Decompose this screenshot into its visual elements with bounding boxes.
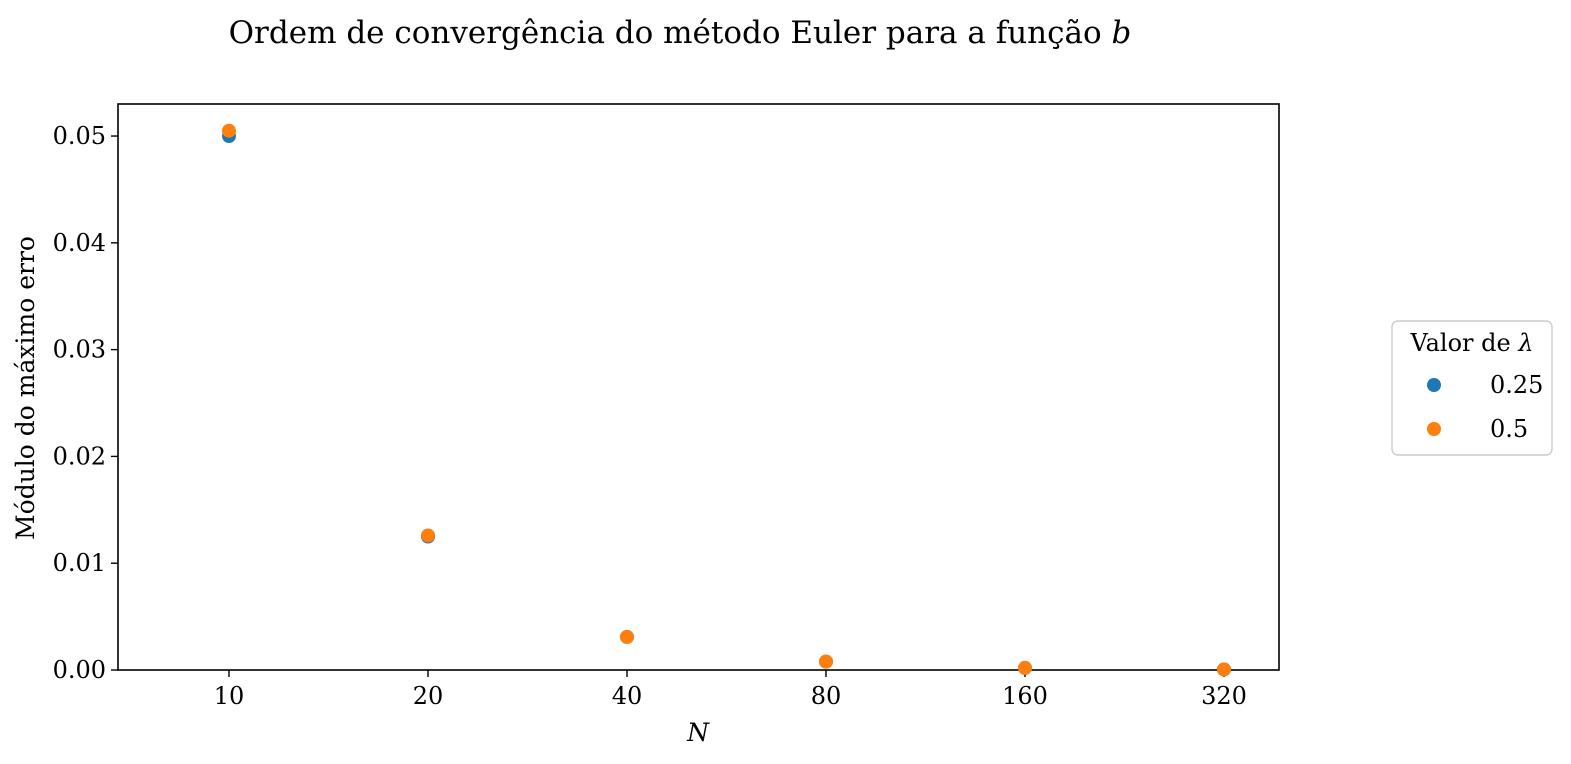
y-tick-label-0-00: 0.00 xyxy=(53,656,106,684)
x-tick-label-20: 20 xyxy=(413,682,444,710)
legend-title-main: Valor de xyxy=(1409,329,1510,357)
legend-title-symbol: λ xyxy=(1517,329,1533,357)
legend: Valor de λ 0.25 0.5 xyxy=(1391,320,1553,456)
chart-title: Ordem de convergência do método Euler pa… xyxy=(229,15,1132,51)
point-0-5-n160 xyxy=(1018,660,1032,675)
x-axis-ticks: 10 20 40 80 160 320 xyxy=(214,670,1247,710)
chart-title-main: Ordem de convergência do método Euler pa… xyxy=(229,15,1102,51)
chart-title-variable: b xyxy=(1112,15,1132,51)
point-0-5-n10 xyxy=(222,123,236,138)
point-0-5-n20 xyxy=(421,528,435,543)
point-0-5-n40 xyxy=(620,629,634,644)
y-tick-label-0-02: 0.02 xyxy=(53,442,106,470)
y-tick-label-0-01: 0.01 xyxy=(53,549,106,577)
legend-label-0.5: 0.5 xyxy=(1490,415,1528,443)
x-tick-label-40: 40 xyxy=(612,682,643,710)
legend-box xyxy=(1391,320,1553,456)
y-axis-ticks: 0.00 0.01 0.02 0.03 0.04 0.05 xyxy=(53,122,118,684)
x-tick-label-320: 320 xyxy=(1201,682,1247,710)
x-tick-label-160: 160 xyxy=(1002,682,1048,710)
legend-marker-0.5 xyxy=(1427,422,1441,436)
point-0-5-n320 xyxy=(1217,662,1231,677)
legend-marker-0.25 xyxy=(1427,378,1441,392)
y-tick-label-0-04: 0.04 xyxy=(53,229,106,257)
x-tick-label-80: 80 xyxy=(811,682,842,710)
point-0-5-n80 xyxy=(819,654,833,669)
data-series xyxy=(222,123,1231,677)
series-0-5 xyxy=(222,123,1231,677)
x-tick-label-10: 10 xyxy=(214,682,245,710)
y-tick-label-0-05: 0.05 xyxy=(53,122,106,150)
x-axis-label: N xyxy=(686,718,710,747)
plot-area-frame xyxy=(117,103,1280,671)
legend-label-0.25: 0.25 xyxy=(1490,371,1543,399)
y-axis-label: Módulo do máximo erro xyxy=(11,236,40,540)
y-tick-label-0-03: 0.03 xyxy=(53,336,106,364)
legend-title: Valor de λ xyxy=(1409,329,1533,357)
series-0-25 xyxy=(222,129,1231,677)
